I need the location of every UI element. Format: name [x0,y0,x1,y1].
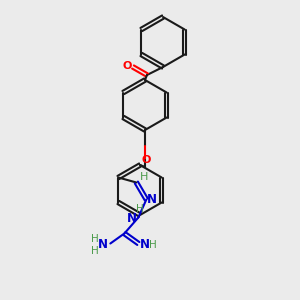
Text: H: H [136,205,144,214]
Text: N: N [147,193,157,206]
Text: O: O [141,155,151,165]
Text: N: N [140,238,150,251]
Text: H: H [92,233,99,244]
Text: H: H [140,172,148,182]
Text: H: H [92,247,99,256]
Text: N: N [98,238,108,251]
Text: O: O [122,61,132,71]
Text: H: H [149,239,157,250]
Text: N: N [127,212,137,225]
